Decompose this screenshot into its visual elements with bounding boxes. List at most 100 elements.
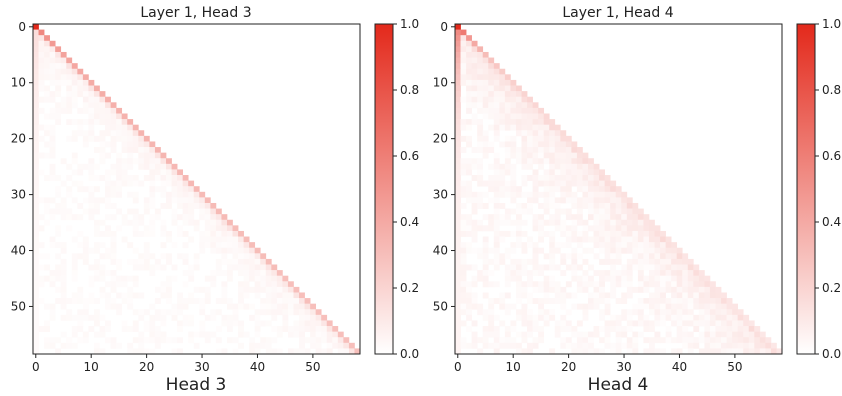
- heatmap-cell: [38, 85, 45, 92]
- heatmap-cell: [648, 337, 655, 344]
- heatmap-cell: [204, 219, 211, 226]
- heatmap-cell: [499, 303, 506, 310]
- heatmap-cell: [143, 197, 150, 204]
- heatmap-cell: [482, 141, 489, 148]
- heatmap-cell: [154, 298, 161, 305]
- heatmap-cell: [488, 214, 495, 221]
- heatmap-cell: [177, 202, 183, 209]
- heatmap-cell: [38, 225, 45, 232]
- heatmap-cell: [604, 219, 611, 226]
- heatmap-cell: [643, 236, 650, 243]
- heatmap-cell: [33, 208, 39, 215]
- heatmap-cell: [460, 29, 467, 36]
- heatmap-cell: [599, 281, 605, 288]
- heatmap-cell: [477, 191, 484, 198]
- y-tick-label: 50: [11, 299, 26, 313]
- heatmap-cell: [93, 175, 100, 181]
- heatmap-cell: [160, 186, 167, 193]
- heatmap-cell: [199, 191, 206, 198]
- heatmap-cell: [482, 102, 489, 109]
- heatmap-cell: [116, 180, 123, 187]
- heatmap-cell: [171, 175, 178, 181]
- heatmap-cell: [660, 348, 666, 355]
- heatmap-cell: [127, 119, 134, 126]
- heatmap-cell: [471, 219, 478, 226]
- heatmap-cell: [337, 342, 344, 349]
- heatmap-cell: [576, 236, 583, 243]
- heatmap-cell: [210, 208, 217, 215]
- heatmap-cell: [460, 51, 467, 58]
- heatmap-cell: [610, 292, 617, 299]
- heatmap-cell: [326, 331, 333, 338]
- heatmap-cell: [265, 303, 272, 310]
- heatmap-cell: [49, 113, 56, 120]
- heatmap-cell: [55, 68, 62, 75]
- heatmap-cell: [521, 96, 528, 103]
- heatmap-cell: [565, 169, 572, 176]
- heatmap-cell: [671, 320, 678, 327]
- heatmap-cell: [637, 253, 644, 260]
- heatmap-cell: [177, 303, 183, 310]
- heatmap-cell: [543, 264, 550, 271]
- heatmap-cell: [693, 326, 700, 332]
- heatmap-cell: [149, 331, 156, 338]
- heatmap-cell: [493, 79, 500, 86]
- heatmap-cell: [93, 225, 100, 232]
- heatmap-cell: [460, 40, 467, 47]
- heatmap-cell: [121, 135, 128, 142]
- heatmap-cell: [471, 85, 478, 92]
- heatmap-cell: [576, 331, 583, 338]
- heatmap-cell: [515, 214, 522, 221]
- heatmap-cell: [610, 270, 617, 277]
- heatmap-cell: [482, 292, 489, 299]
- heatmap-cell: [132, 219, 139, 226]
- heatmap-cell: [249, 342, 256, 349]
- heatmap-cell: [460, 298, 467, 305]
- heatmap-cell: [210, 275, 217, 282]
- heatmap-cell: [304, 309, 311, 316]
- heatmap-cell: [243, 247, 250, 254]
- heatmap-cell: [82, 247, 89, 254]
- heatmap-cell: [515, 292, 522, 299]
- heatmap-cell: [138, 258, 145, 265]
- heatmap-cell: [110, 147, 117, 153]
- heatmap-cell: [99, 152, 106, 159]
- x-tick-label: 20: [139, 360, 154, 374]
- heatmap-cell: [299, 342, 305, 349]
- heatmap-cell: [693, 281, 700, 288]
- heatmap-cell: [549, 286, 556, 293]
- heatmap-cell: [637, 258, 644, 265]
- heatmap-cell: [177, 197, 183, 204]
- heatmap-cell: [88, 281, 95, 288]
- heatmap-cell: [477, 135, 484, 142]
- heatmap-cell: [116, 342, 123, 349]
- heatmap-cell: [105, 320, 111, 327]
- panel-title: Layer 1, Head 3: [140, 5, 251, 21]
- heatmap-cell: [33, 258, 39, 265]
- heatmap-cell: [243, 275, 250, 282]
- heatmap-cell: [709, 303, 716, 310]
- heatmap-cell: [582, 186, 589, 193]
- heatmap-cell: [149, 320, 156, 327]
- heatmap-cell: [260, 270, 267, 277]
- heatmap-cell: [549, 275, 556, 282]
- heatmap-cell: [143, 135, 150, 142]
- heatmap-cell: [166, 309, 172, 316]
- heatmap-cell: [493, 225, 500, 232]
- heatmap-cell: [177, 298, 183, 305]
- heatmap-cell: [38, 242, 45, 249]
- heatmap-cell: [110, 191, 117, 198]
- heatmap-cell: [460, 286, 467, 293]
- heatmap-cell: [510, 208, 517, 215]
- heatmap-cell: [166, 286, 172, 293]
- heatmap-cell: [477, 51, 484, 58]
- heatmap-cell: [132, 309, 139, 316]
- heatmap-cell: [105, 202, 111, 209]
- heatmap-cell: [38, 74, 45, 81]
- heatmap-cell: [676, 320, 683, 327]
- heatmap-cell: [44, 208, 50, 215]
- heatmap-cell: [554, 214, 561, 221]
- heatmap-cell: [538, 130, 545, 137]
- heatmap-cell: [221, 298, 228, 305]
- heatmap-cell: [138, 158, 145, 165]
